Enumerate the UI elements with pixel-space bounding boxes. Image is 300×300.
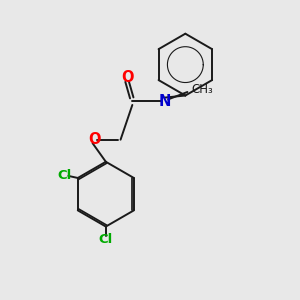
Text: CH₃: CH₃	[191, 83, 213, 96]
Text: N: N	[158, 94, 171, 109]
Text: Cl: Cl	[99, 233, 113, 246]
Text: O: O	[121, 70, 133, 85]
Text: O: O	[88, 132, 100, 147]
Text: Cl: Cl	[57, 169, 72, 182]
